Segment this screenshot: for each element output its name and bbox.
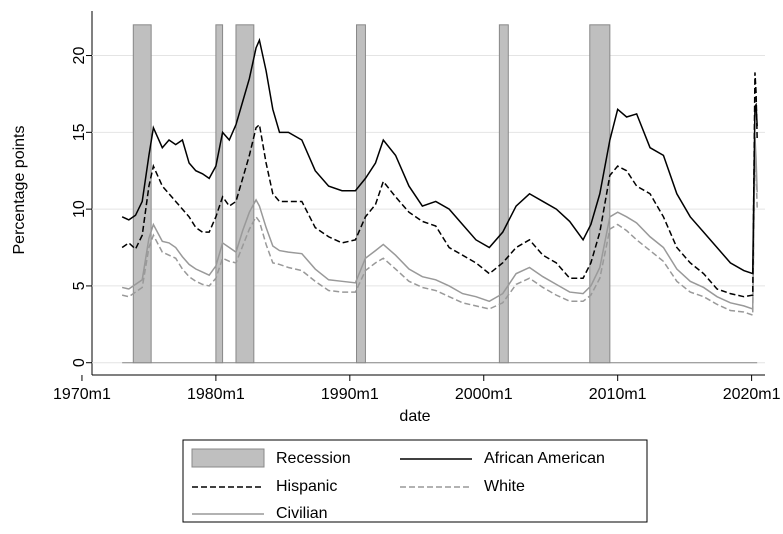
legend-label: Recession	[276, 450, 351, 467]
y-tick-label: 5	[71, 281, 88, 290]
x-tick-label: 2010m1	[589, 386, 647, 403]
legend-label: White	[484, 478, 525, 495]
y-tick-label: 0	[71, 358, 88, 367]
legend-label: African American	[484, 450, 605, 467]
x-axis-label: date	[399, 408, 430, 425]
x-tick-label: 1980m1	[187, 386, 245, 403]
recession-bar	[215, 24, 224, 364]
y-tick-label: 10	[71, 200, 88, 218]
recession-bar	[498, 24, 509, 364]
recession-bar	[356, 24, 366, 364]
series-line	[121, 136, 758, 311]
recession-bar	[235, 24, 255, 364]
series-line	[121, 72, 758, 298]
series-line	[121, 37, 758, 275]
x-tick-label: 2000m1	[455, 386, 513, 403]
legend-box	[182, 439, 648, 523]
x-tick-label: 1970m1	[53, 386, 111, 403]
y-axis-label: Percentage points	[11, 126, 28, 255]
y-tick-label: 15	[71, 123, 88, 141]
recession-bar	[132, 24, 152, 364]
y-tick-label: 20	[71, 47, 88, 65]
x-tick-label: 2020m1	[723, 386, 781, 403]
legend-label: Hispanic	[276, 478, 337, 495]
legend-swatch	[191, 448, 265, 468]
legend-label: Civilian	[276, 505, 328, 522]
x-tick-label: 1990m1	[321, 386, 379, 403]
series-line	[121, 144, 758, 317]
